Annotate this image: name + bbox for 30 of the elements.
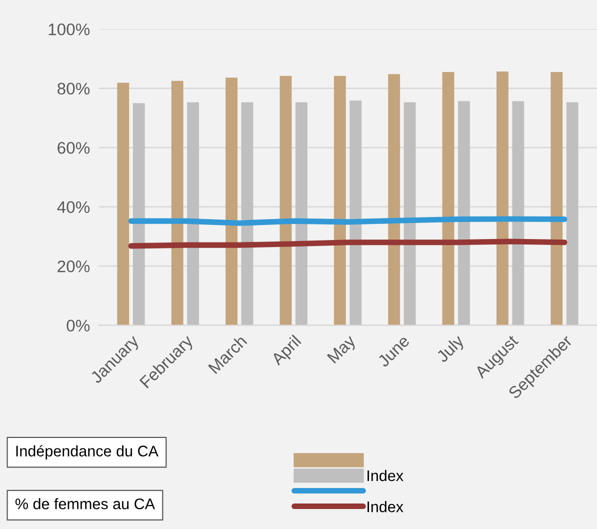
- bar: [295, 102, 308, 326]
- y-tick-label: 100%: [48, 23, 90, 36]
- x-tick-label: May: [326, 334, 359, 366]
- bar: [442, 72, 454, 326]
- bar: [171, 80, 184, 326]
- y-tick-label: 0%: [66, 320, 90, 332]
- y-tick-label: 60%: [58, 142, 90, 154]
- bar: [496, 71, 508, 326]
- text: Indépendance du CA: [16, 445, 158, 460]
- bar: [132, 103, 145, 326]
- y-tick-label: 40%: [57, 201, 90, 214]
- bar: [566, 102, 578, 326]
- bar: [350, 100, 362, 326]
- bar: [117, 82, 130, 326]
- x-tick-label: July: [435, 334, 468, 366]
- bar: [280, 76, 292, 326]
- bar: [226, 78, 238, 326]
- legend-label: Index: [368, 501, 404, 512]
- bar: [512, 101, 524, 326]
- text: % de femmes au CA: [15, 498, 155, 510]
- bar: [334, 76, 346, 326]
- legend-label: Index: [368, 470, 404, 482]
- bar: [241, 102, 254, 326]
- bar: [550, 72, 563, 326]
- bar: [388, 74, 400, 326]
- y-tick-label: 80%: [58, 82, 90, 95]
- y-tick-label: 20%: [58, 260, 90, 272]
- bar: [458, 101, 470, 326]
- bar: [404, 102, 416, 326]
- bar: [187, 102, 200, 326]
